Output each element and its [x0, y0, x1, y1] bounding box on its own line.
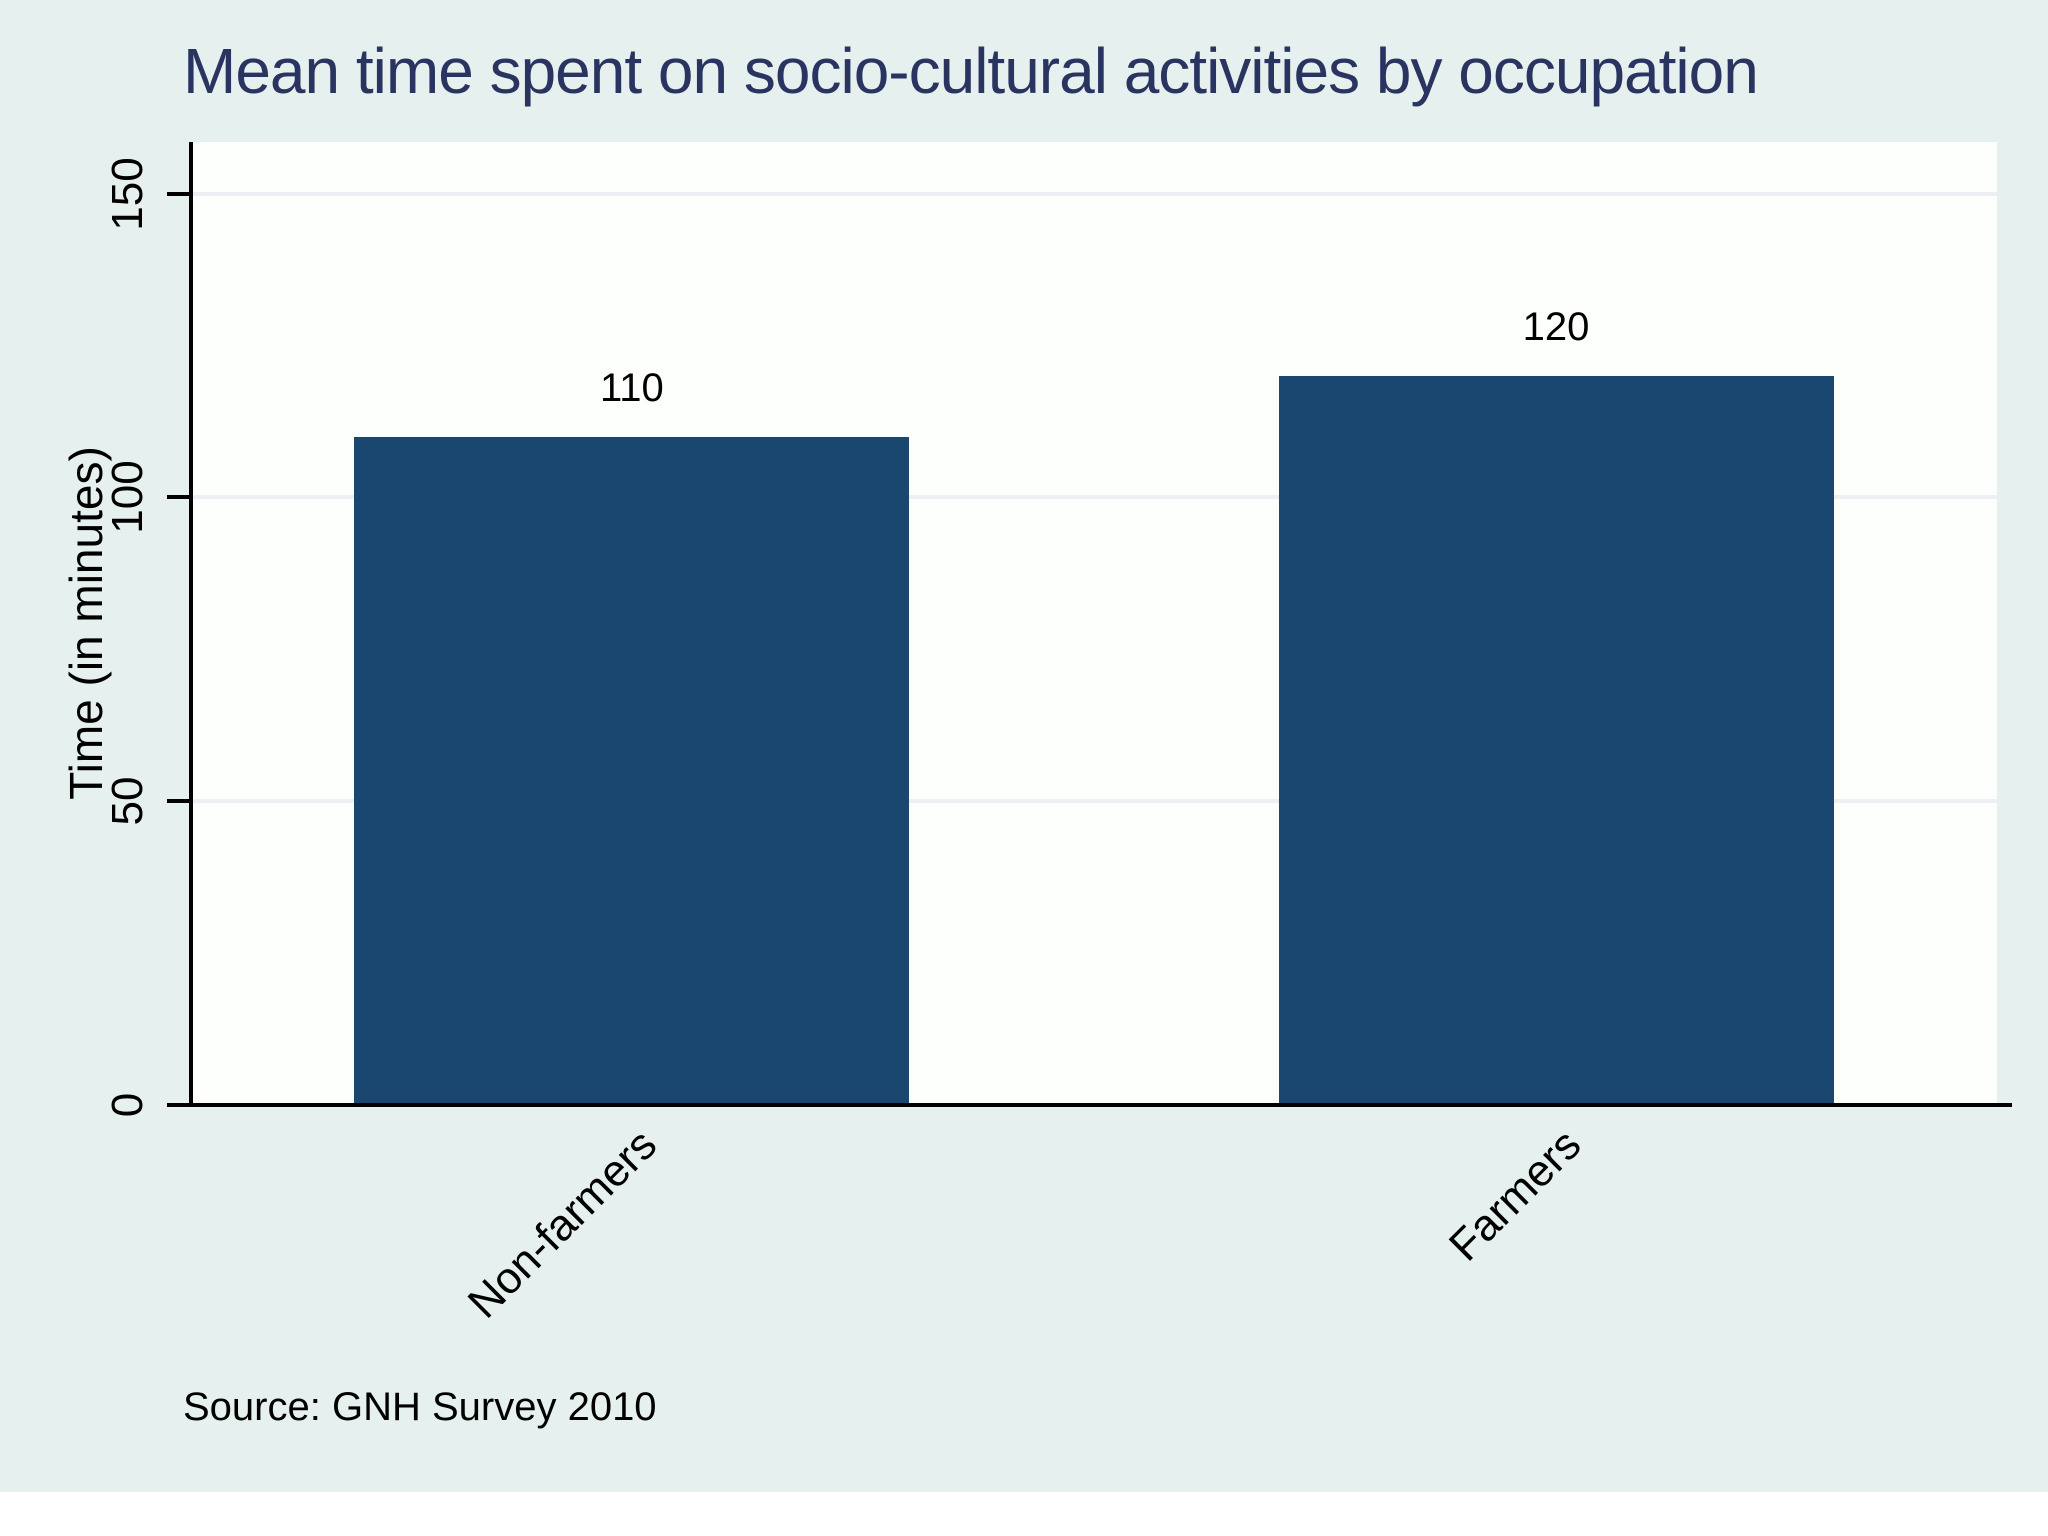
y-tick-label-0: 0 [103, 1092, 152, 1118]
y-tick-100 [167, 495, 190, 500]
y-tick-label-150: 150 [103, 156, 152, 231]
y-axis-title: Time (in minutes) [60, 446, 112, 800]
gridline-y-100 [192, 495, 1997, 500]
source-note: Source: GNH Survey 2010 [183, 1385, 657, 1429]
chart-title: Mean time spent on socio-cultural activi… [183, 35, 1759, 107]
y-tick-50 [167, 799, 190, 804]
bar-non-farmers [354, 436, 910, 1105]
bar-farmers [1278, 375, 1834, 1105]
plot-area: 110 120 [192, 142, 1997, 1105]
gridline-y-150 [192, 191, 1997, 196]
y-tick-0 [167, 1103, 190, 1107]
x-axis-line [167, 1103, 2012, 1107]
bar-value-label: 120 [1522, 304, 1590, 349]
y-axis-line [189, 142, 193, 1107]
gridline-y-50 [192, 799, 1997, 804]
y-tick-150 [167, 191, 190, 196]
bar-value-label: 110 [599, 365, 664, 410]
